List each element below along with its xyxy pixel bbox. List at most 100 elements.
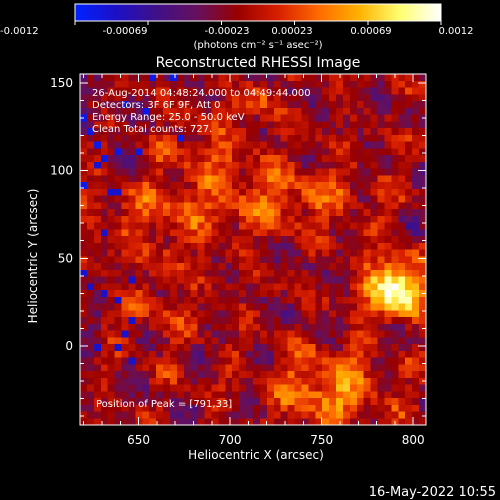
heatmap-cell xyxy=(419,398,427,406)
heatmap-cell xyxy=(349,283,358,291)
heatmap-cell xyxy=(253,128,261,136)
heatmap-cell xyxy=(308,202,316,210)
heatmap-cell xyxy=(342,128,351,136)
x-tick-label-0: 650 xyxy=(127,433,150,447)
x-tick-label-3: 800 xyxy=(402,433,425,447)
heatmap-cell xyxy=(273,418,282,426)
heatmap-cell xyxy=(169,94,178,102)
heatmap-cell xyxy=(342,161,351,170)
heatmap-cell xyxy=(412,222,420,230)
heatmap-cell xyxy=(107,283,116,291)
colorbar-cell xyxy=(105,4,107,21)
heatmap-cell xyxy=(135,101,143,109)
heatmap-cell xyxy=(232,256,240,264)
heatmap-cell xyxy=(315,350,323,359)
heatmap-cell xyxy=(322,101,330,109)
colorbar-cell xyxy=(180,4,182,21)
heatmap-cell xyxy=(419,148,427,156)
heatmap-cell xyxy=(398,107,406,116)
heatmap-cell xyxy=(169,141,178,149)
colorbar-cell xyxy=(413,4,415,21)
heatmap-cell xyxy=(349,310,358,318)
colorbar-cell xyxy=(76,4,78,21)
heatmap-cell xyxy=(273,209,282,217)
heatmap-cell xyxy=(163,384,171,392)
heatmap-cell xyxy=(322,107,330,116)
heatmap-cell xyxy=(315,364,323,372)
heatmap-cell xyxy=(377,229,386,237)
colorbar-cell xyxy=(189,4,191,21)
heatmap-cell xyxy=(419,371,427,379)
heatmap-cell xyxy=(114,202,123,210)
colorbar-cell xyxy=(248,4,250,21)
heatmap-cell xyxy=(412,256,420,264)
heatmap-cell xyxy=(239,364,247,372)
heatmap-cell xyxy=(107,128,116,136)
heatmap-cell xyxy=(308,283,316,291)
heatmap-cell xyxy=(419,161,427,170)
heatmap-cell xyxy=(86,87,95,95)
heatmap-cell xyxy=(183,215,192,224)
heatmap-cell xyxy=(128,303,136,311)
colorbar-cell xyxy=(164,4,166,21)
colorbar-cell xyxy=(133,4,135,21)
heatmap-cell xyxy=(342,256,351,264)
heatmap-cell xyxy=(363,344,372,352)
heatmap-cell xyxy=(86,141,95,149)
heatmap-cell xyxy=(211,330,219,338)
colorbar-cell xyxy=(107,4,109,21)
colorbar-cell xyxy=(199,4,201,21)
heatmap-cell xyxy=(308,94,316,102)
heatmap-cell xyxy=(204,371,213,379)
heatmap-cell xyxy=(176,350,185,359)
heatmap-cell xyxy=(287,94,296,102)
heatmap-cell xyxy=(183,404,192,413)
colorbar-unit-label: (photons cm⁻² s⁻¹ asec⁻²) xyxy=(193,40,322,51)
heatmap-cell xyxy=(197,269,206,278)
heatmap-cell xyxy=(384,182,392,190)
heatmap-cell xyxy=(266,337,275,345)
colorbar-cell xyxy=(292,4,294,21)
heatmap-cell xyxy=(93,283,102,291)
heatmap-cell xyxy=(384,87,392,95)
heatmap-cell xyxy=(225,357,233,365)
heatmap-cell xyxy=(294,384,303,392)
colorbar-cell xyxy=(328,4,330,21)
heatmap-cell xyxy=(273,290,282,298)
heatmap-cell xyxy=(384,134,392,143)
heatmap-cell xyxy=(190,182,199,190)
heatmap-cell xyxy=(391,175,399,183)
heatmap-cell xyxy=(163,350,171,359)
heatmap-cell xyxy=(135,371,143,379)
heatmap-cell xyxy=(377,188,386,197)
heatmap-cell xyxy=(204,364,213,372)
heatmap-cell xyxy=(322,74,330,82)
heatmap-cell xyxy=(197,222,206,230)
heatmap-cell xyxy=(218,391,226,399)
heatmap-cell xyxy=(259,121,268,129)
heatmap-cell xyxy=(301,337,309,345)
heatmap-cell xyxy=(197,128,206,136)
heatmap-cell xyxy=(308,263,316,271)
heatmap-cell xyxy=(391,128,399,136)
heatmap-cell xyxy=(419,317,427,325)
heatmap-cell xyxy=(259,303,268,311)
heatmap-cell xyxy=(204,236,213,244)
heatmap-cell xyxy=(336,242,344,251)
heatmap-cell xyxy=(183,107,192,116)
heatmap-cell xyxy=(377,310,386,318)
heatmap-cell xyxy=(315,168,323,176)
heatmap-cell xyxy=(377,215,386,224)
heatmap-cell xyxy=(377,411,386,419)
heatmap-cell xyxy=(384,283,392,291)
colorbar-cell xyxy=(438,4,440,21)
heatmap-cell xyxy=(218,74,226,82)
heatmap-cell xyxy=(273,391,282,399)
colorbar-cell xyxy=(359,4,361,21)
heatmap-cell xyxy=(135,337,143,345)
colorbar-cell xyxy=(212,4,214,21)
y-axis-ticks xyxy=(80,82,426,417)
heatmap-cell xyxy=(356,344,365,352)
heatmap-cell xyxy=(169,344,178,352)
heatmap-cell xyxy=(349,101,358,109)
